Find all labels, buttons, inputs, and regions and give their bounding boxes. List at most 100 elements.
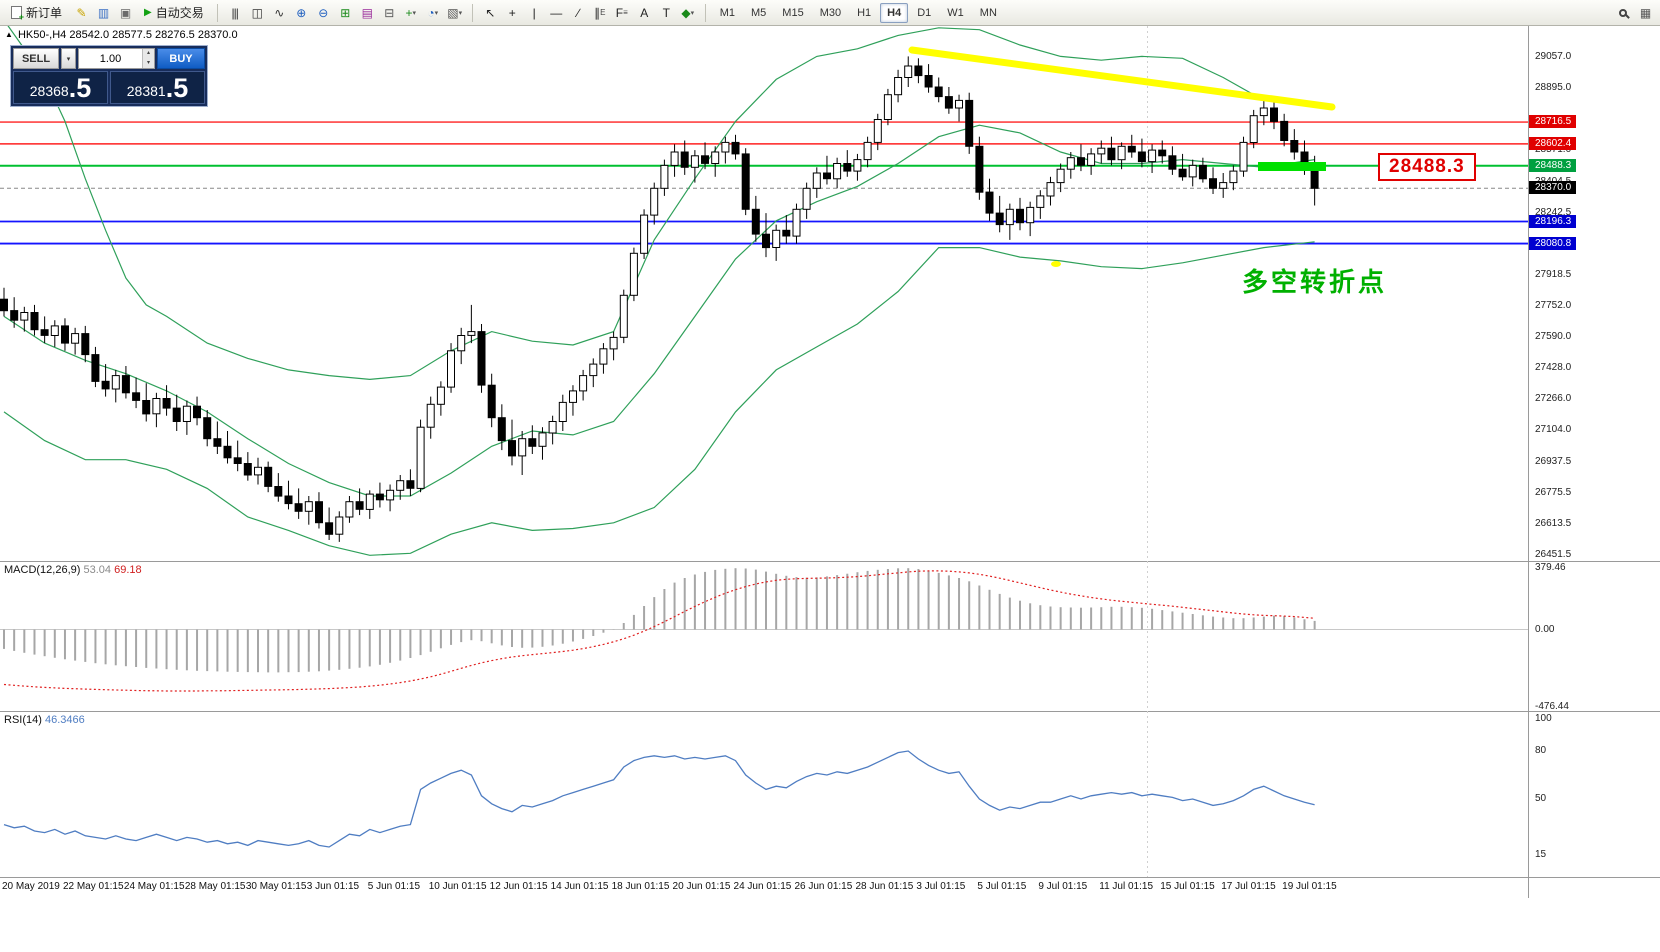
text-icon[interactable]: A bbox=[640, 5, 648, 20]
sell-price-quote[interactable]: 28368 .5 bbox=[13, 71, 108, 104]
label-icon[interactable]: T bbox=[662, 5, 670, 20]
key-level-price-tag[interactable]: 28488.3 bbox=[1378, 153, 1476, 181]
axis-scale-label: 27104.0 bbox=[1535, 424, 1572, 436]
autotrading-play-icon: ▶ bbox=[144, 7, 152, 18]
axis-scale-label: 26937.5 bbox=[1535, 456, 1572, 468]
price-level-tag: 28602.4 bbox=[1529, 136, 1577, 150]
axis-scale-label: 0.00 bbox=[1535, 623, 1555, 635]
price-level-tag: 28716.5 bbox=[1529, 115, 1577, 129]
time-axis-label: 22 May 01:15 bbox=[62, 881, 124, 892]
order-type-dropdown[interactable]: ▾ bbox=[61, 48, 76, 69]
sell-price-big: .5 bbox=[68, 73, 92, 103]
time-axis-label: 24 Jun 01:15 bbox=[733, 881, 792, 892]
tile-windows-icon[interactable]: ⊞ bbox=[340, 5, 350, 20]
indicator-window-icon[interactable]: ⊟ bbox=[384, 5, 394, 20]
price-level-tag: 28488.3 bbox=[1529, 158, 1577, 172]
one-click-trading-panel: SELL ▾ 1.00 ▴ ▾ BUY 28368 .5 28381 .5 bbox=[10, 45, 208, 107]
toolbar-separator bbox=[704, 3, 706, 22]
timeframe-m1-button[interactable]: M1 bbox=[719, 6, 736, 19]
buy-price-big: .5 bbox=[165, 73, 189, 103]
time-axis-label: 3 Jul 01:15 bbox=[916, 881, 966, 892]
axis-scale-label: 27918.5 bbox=[1535, 268, 1572, 280]
search-icon[interactable] bbox=[1613, 3, 1633, 23]
sell-button[interactable]: SELL bbox=[13, 48, 59, 69]
timeframe-m5-button[interactable]: M5 bbox=[751, 6, 767, 19]
periods-icon[interactable]: ◔ ▾ bbox=[427, 5, 439, 20]
rsi-value: 46.3466 bbox=[44, 714, 85, 726]
price-level-tag: 28080.8 bbox=[1529, 236, 1577, 250]
buy-price-quote[interactable]: 28381 .5 bbox=[110, 71, 205, 104]
direction-up-icon: ▲ bbox=[5, 30, 13, 39]
channel-icon[interactable]: ∥ E bbox=[594, 5, 606, 20]
timeframe-w1-button[interactable]: W1 bbox=[947, 6, 964, 19]
chart-info-line: ▲ HK50-,H4 28542.0 28577.5 28276.5 28370… bbox=[5, 29, 238, 41]
timeframe-m15-button[interactable]: M15 bbox=[782, 6, 804, 19]
cursor-icon[interactable]: ↖ bbox=[485, 5, 495, 20]
autotrading-label: 自动交易 bbox=[155, 6, 204, 20]
time-axis-label: 18 Jun 01:15 bbox=[611, 881, 670, 892]
chart-window-icon[interactable]: ▥ bbox=[97, 5, 109, 20]
arrange-windows-icon[interactable]: ▦ bbox=[1639, 5, 1651, 20]
timeframe-m30-button[interactable]: M30 bbox=[819, 6, 842, 19]
time-axis-label: 30 May 01:15 bbox=[245, 881, 307, 892]
time-axis-label: 5 Jul 01:15 bbox=[977, 881, 1027, 892]
axis-scale-label: 50 bbox=[1535, 793, 1547, 804]
templates-icon[interactable]: ▧ ▾ bbox=[447, 5, 463, 20]
time-axis-label: 12 Jun 01:15 bbox=[489, 881, 548, 892]
spinner-down-icon[interactable]: ▾ bbox=[143, 58, 154, 68]
metaeditor-icon[interactable]: ✎ bbox=[76, 5, 86, 20]
fibonacci-icon[interactable]: F ≡ bbox=[615, 5, 628, 20]
axis-scale-label: 28895.0 bbox=[1535, 81, 1572, 93]
timeframe-mn-button[interactable]: MN bbox=[979, 6, 997, 19]
time-axis-label: 9 Jul 01:15 bbox=[1038, 881, 1088, 892]
crosshair-icon[interactable]: + bbox=[508, 5, 516, 20]
vertical-line-icon[interactable]: | bbox=[532, 5, 536, 20]
new-order-button[interactable]: 新订单 bbox=[4, 2, 69, 24]
axis-scale-label: 27752.0 bbox=[1535, 300, 1572, 312]
time-axis-label: 24 May 01:15 bbox=[123, 881, 185, 892]
candlestick-chart-icon[interactable]: ◫ bbox=[251, 5, 263, 20]
timeframe-d1-button[interactable]: D1 bbox=[917, 6, 932, 19]
time-axis-label: 15 Jul 01:15 bbox=[1160, 881, 1215, 892]
search-icon-glyph bbox=[1619, 8, 1627, 17]
volume-value: 1.00 bbox=[99, 52, 122, 65]
time-axis-label: 5 Jun 01:15 bbox=[367, 881, 421, 892]
timeframe-h1-button[interactable]: H1 bbox=[857, 6, 872, 19]
zoom-in-icon[interactable]: ⊕ bbox=[296, 5, 306, 20]
trendline-icon[interactable]: ∕ bbox=[577, 5, 579, 20]
sell-price-main: 28368 bbox=[29, 83, 69, 99]
volume-stepper[interactable]: ▴ ▾ bbox=[142, 49, 154, 68]
macd-indicator-label: MACD(12,26,9) 53.04 69.18 bbox=[4, 564, 142, 576]
timeframe-h4-button[interactable]: H4 bbox=[880, 2, 909, 23]
spinner-up-icon[interactable]: ▴ bbox=[143, 49, 154, 59]
indicators-list-icon[interactable]: ▤ bbox=[361, 5, 373, 20]
buy-button[interactable]: BUY bbox=[157, 48, 205, 69]
price-level-tag: 28370.0 bbox=[1529, 181, 1577, 195]
axis-scale-label: 27428.0 bbox=[1535, 362, 1572, 374]
shapes-icon[interactable]: ◆ ▾ bbox=[681, 5, 695, 20]
time-axis-label: 3 Jun 01:15 bbox=[306, 881, 360, 892]
price-level-tag: 28196.3 bbox=[1529, 214, 1577, 228]
volume-input[interactable]: 1.00 ▴ ▾ bbox=[78, 48, 155, 69]
axis-scale-label: 27266.0 bbox=[1535, 393, 1572, 405]
time-axis-label: 19 Jul 01:15 bbox=[1282, 881, 1337, 892]
time-axis-label: 14 Jun 01:15 bbox=[550, 881, 609, 892]
low-value: 28276.5 bbox=[155, 29, 195, 41]
add-indicator-icon[interactable]: + ▾ bbox=[405, 5, 416, 20]
rsi-indicator-label: RSI(14) 46.3466 bbox=[4, 714, 85, 726]
price-axis[interactable]: 29057.028895.028571.028404.528242.527918… bbox=[1528, 0, 1660, 952]
line-chart-icon[interactable]: ∿ bbox=[274, 5, 284, 20]
high-value: 28577.5 bbox=[112, 29, 152, 41]
profiles-icon[interactable]: ▣ bbox=[119, 5, 131, 20]
time-axis-label: 28 Jun 01:15 bbox=[855, 881, 914, 892]
zoom-out-icon[interactable]: ⊖ bbox=[318, 5, 328, 20]
axis-scale-label: 29057.0 bbox=[1535, 51, 1572, 62]
horizontal-line-icon[interactable]: — bbox=[550, 5, 562, 20]
macd-signal-value: 69.18 bbox=[114, 564, 142, 576]
toolbar-separator bbox=[216, 3, 218, 22]
autotrading-button[interactable]: ▶ 自动交易 bbox=[137, 2, 211, 24]
time-axis[interactable]: 20 May 2019 22 May 01:15 24 May 01:15 28 Ma… bbox=[0, 0, 1528, 952]
bar-chart-icon[interactable]: ||| bbox=[231, 5, 239, 20]
axis-scale-label: 28404.5 bbox=[1535, 176, 1571, 187]
